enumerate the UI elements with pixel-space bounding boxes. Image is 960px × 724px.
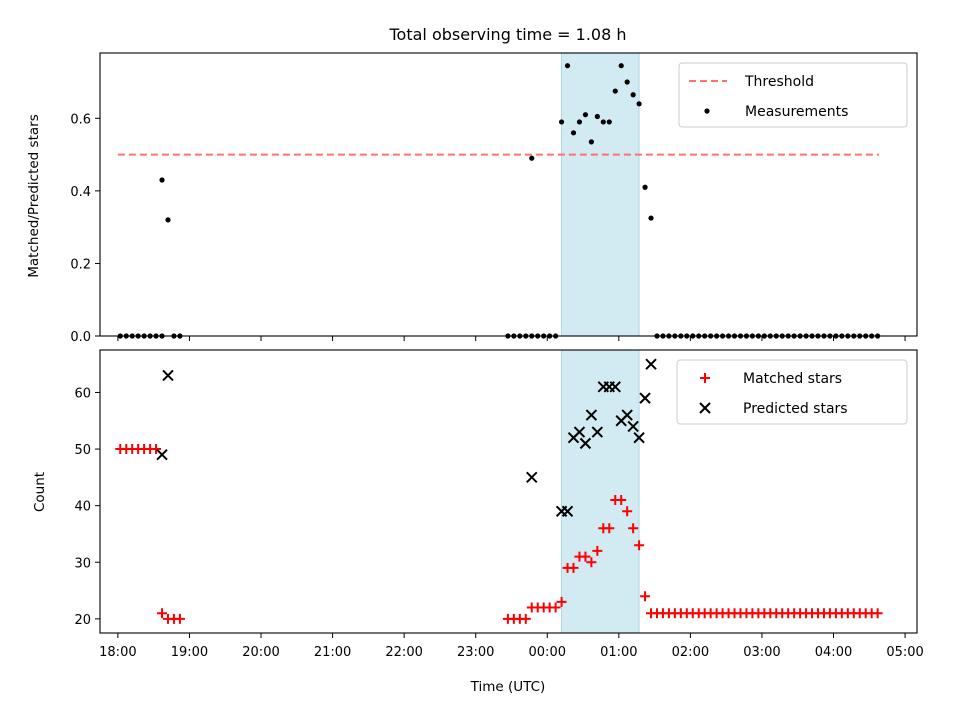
measurement-point	[529, 155, 535, 161]
predicted-stars-point	[639, 392, 651, 404]
matched-stars-point	[628, 523, 639, 534]
legend-entry-label: Matched stars	[743, 371, 842, 387]
matched-stars-point	[151, 444, 162, 455]
bottom-y-tick-label: 20	[74, 613, 91, 628]
measurement-point	[570, 130, 577, 136]
top-y-tick-label: 0.6	[70, 112, 91, 127]
measurement-point	[636, 101, 642, 107]
x-tick-label: 01:00	[600, 645, 637, 660]
measurement-point	[600, 119, 606, 125]
predicted-stars-point	[609, 381, 621, 393]
measurement-point	[159, 177, 165, 183]
bottom-legend-box	[676, 359, 908, 425]
x-tick-label: 20:00	[242, 645, 279, 660]
predicted-stars-point	[627, 420, 639, 433]
measurement-point	[576, 119, 583, 125]
x-tick-label: 18:00	[99, 645, 136, 660]
measurement-point	[165, 217, 171, 223]
x-tick-label: 19:00	[171, 645, 208, 660]
top-legend: Threshold Measurements	[678, 62, 908, 128]
matched-stars-point	[586, 557, 597, 568]
predicted-stars-point	[573, 426, 586, 438]
predicted-stars-point	[621, 409, 633, 421]
top-y-tick-label: 0.4	[70, 185, 91, 200]
x-tick-label: 22:00	[385, 645, 422, 660]
legend-matched-key	[700, 373, 710, 383]
bottom-axes-frame	[99, 349, 918, 634]
matched-stars-point	[640, 591, 651, 602]
legend-measurements-key	[704, 108, 710, 114]
predicted-stars-point	[156, 449, 168, 461]
top-y-tick-label: 0.0	[70, 330, 91, 345]
predicted-stars-point	[585, 409, 598, 421]
x-tick-label: 00:00	[529, 645, 566, 660]
legend-predicted-key	[699, 402, 711, 414]
measurement-point	[618, 63, 624, 69]
predicted-stars-point	[162, 369, 174, 382]
measurement-point	[582, 112, 589, 118]
matched-stars-point	[580, 551, 591, 562]
matched-stars-point	[520, 613, 531, 624]
measurement-point	[648, 215, 654, 221]
bottom-y-tick-label: 30	[74, 556, 91, 571]
matched-stars-point	[616, 494, 627, 505]
bottom-y-tick-label: 60	[74, 386, 91, 401]
top-legend-box	[678, 62, 908, 128]
measurement-point	[612, 88, 618, 94]
measurement-point	[558, 119, 565, 125]
chart-title: Total observing time = 1.08 h	[388, 25, 626, 44]
ratio-panel: 0.0 0.2 0.4 0.6 Threshold Measurements	[70, 52, 918, 345]
x-axis-label: Time (UTC)	[470, 679, 546, 695]
predicted-stars-point	[561, 505, 574, 518]
measurement-point	[606, 119, 612, 125]
count-panel: 20 30 40 50 60 18:00 19:00 20:00 21:00 22:00 23:00…	[74, 349, 924, 660]
measurement-point	[630, 92, 636, 98]
measurement-point	[624, 79, 630, 85]
x-tick-label: 23:00	[457, 645, 494, 660]
x-tick-label: 04:00	[815, 645, 852, 660]
legend-entry-label: Measurements	[745, 104, 848, 120]
matched-stars-point	[872, 608, 883, 619]
matched-stars-point	[604, 523, 615, 534]
matched-stars-point	[622, 506, 633, 517]
legend-entry-label: Threshold	[744, 74, 814, 90]
matched-stars-point	[174, 613, 185, 624]
measurement-point	[588, 139, 594, 145]
matched-stars-point	[634, 540, 645, 551]
bottom-y-axis-label: Count	[32, 472, 48, 512]
measurement-point	[594, 113, 600, 120]
legend-entry-label: Predicted stars	[743, 401, 848, 417]
measurement-point	[564, 63, 571, 69]
x-tick-label: 03:00	[743, 645, 780, 660]
bottom-y-tick-label: 40	[74, 500, 91, 515]
x-tick-label: 05:00	[886, 645, 923, 660]
matched-stars-point	[568, 562, 579, 573]
matched-stars-point	[550, 602, 561, 613]
top-y-axis-label: Matched/Predicted stars	[26, 114, 42, 277]
predicted-stars-point	[591, 426, 604, 438]
bottom-shaded-interval	[561, 349, 640, 634]
predicted-stars-point	[579, 437, 592, 450]
measurement-point	[642, 184, 648, 190]
x-tick-label: 21:00	[314, 645, 351, 660]
predicted-stars-point	[526, 471, 538, 484]
bottom-legend: Matched stars Predicted stars	[676, 359, 908, 425]
predicted-stars-point	[633, 432, 645, 444]
matched-stars-point	[592, 545, 603, 556]
matched-stars-point	[157, 608, 168, 619]
predicted-stars-point	[645, 358, 657, 370]
top-y-tick-label: 0.2	[70, 257, 91, 272]
top-shaded-interval	[561, 52, 640, 337]
top-axes-frame	[99, 52, 918, 337]
x-tick-label: 02:00	[672, 645, 709, 660]
bottom-y-tick-label: 50	[74, 443, 91, 458]
matched-stars-point	[556, 596, 567, 607]
